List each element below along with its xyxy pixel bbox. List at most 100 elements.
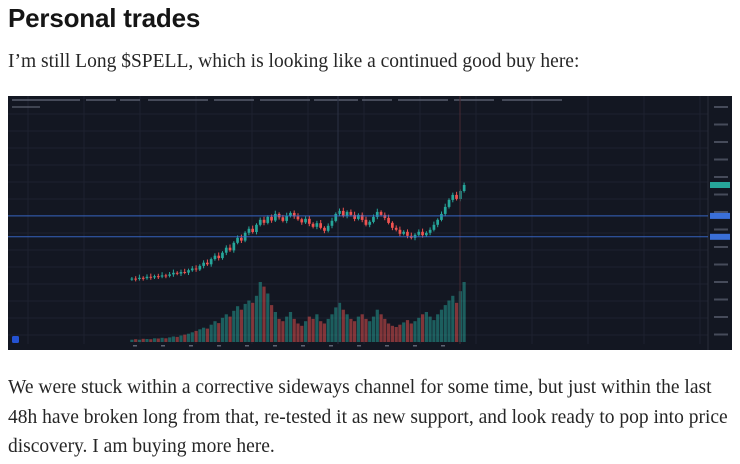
- candle-body: [387, 217, 390, 223]
- candle-body: [326, 225, 330, 231]
- candle-body: [130, 278, 134, 280]
- candle-body: [190, 268, 194, 271]
- candle-body: [300, 219, 304, 223]
- candle-body: [175, 272, 179, 274]
- volume-bar: [156, 338, 160, 342]
- volume-bar: [160, 337, 164, 342]
- volume-bar: [421, 314, 425, 342]
- volume-bar: [402, 322, 406, 342]
- time-axis-tick: [357, 345, 361, 347]
- volume-bar: [239, 309, 243, 342]
- time-axis-tick: [161, 345, 165, 347]
- candle-body: [281, 217, 285, 221]
- candle-body: [164, 275, 168, 277]
- chart-header-mark: [214, 99, 254, 101]
- volume-bar: [247, 300, 251, 342]
- volume-bar: [183, 334, 187, 342]
- volume-bar: [341, 309, 345, 342]
- candle-body: [240, 237, 243, 241]
- candle-body: [198, 265, 202, 270]
- volume-bar: [368, 321, 372, 342]
- time-axis-tick: [245, 345, 249, 347]
- volume-bar: [186, 333, 191, 342]
- candle-body: [330, 220, 334, 226]
- volume-bar: [258, 282, 262, 342]
- chart-logo-icon: [12, 336, 19, 343]
- volume-bar: [137, 339, 142, 342]
- axis-tick-label: [714, 141, 728, 143]
- volume-bar: [364, 318, 368, 342]
- volume-bar: [266, 293, 270, 342]
- candle-body: [251, 228, 254, 232]
- candle-body: [228, 247, 232, 251]
- volume-bar: [168, 337, 172, 342]
- volume-bar: [134, 339, 138, 342]
- volume-bar: [436, 314, 440, 342]
- candle-body: [323, 227, 326, 231]
- time-axis-tick: [385, 345, 389, 347]
- analysis-paragraph: We were stuck within a corrective sidewa…: [8, 377, 728, 457]
- candle-body: [187, 270, 190, 273]
- candle-body: [308, 218, 311, 224]
- candle-body: [258, 219, 262, 225]
- axis-tick-label: [714, 211, 728, 213]
- volume-bar: [254, 295, 259, 342]
- candle-body: [224, 247, 228, 253]
- candle-body: [285, 215, 288, 221]
- volume-bar: [130, 339, 134, 342]
- candle-body: [360, 214, 364, 220]
- candle-body: [417, 231, 421, 235]
- volume-bar: [447, 300, 451, 342]
- volume-bar: [334, 307, 338, 342]
- candle-body: [315, 223, 319, 227]
- axis-tick-label: [714, 228, 728, 231]
- candle-body: [402, 231, 405, 234]
- level-price-tag: [710, 233, 730, 240]
- candle-body: [364, 219, 368, 225]
- candle-body: [421, 231, 424, 236]
- volume-bar: [270, 305, 274, 342]
- volume-bar: [296, 323, 300, 342]
- price-chart-svg: [8, 96, 732, 350]
- volume-bar: [273, 312, 277, 342]
- axis-tick-label: [714, 158, 728, 161]
- volume-bar: [153, 338, 157, 342]
- candle-body: [183, 272, 187, 273]
- time-axis-tick: [413, 345, 417, 347]
- volume-bar: [326, 318, 330, 342]
- volume-bar: [288, 312, 293, 342]
- candle-body: [391, 222, 394, 228]
- candle-body: [428, 229, 432, 233]
- chart-header-mark: [86, 99, 116, 101]
- chart-header-mark: [12, 99, 56, 101]
- candle-body: [447, 199, 451, 207]
- candle-body: [149, 276, 153, 278]
- volume-bar: [171, 336, 175, 342]
- candle-body: [236, 237, 239, 243]
- candle-body: [425, 232, 428, 236]
- candle-body: [194, 268, 198, 270]
- time-axis-tick: [217, 345, 221, 347]
- volume-bar: [417, 317, 421, 342]
- volume-bar: [198, 329, 202, 342]
- volume-bar: [311, 318, 315, 342]
- candle-body: [221, 252, 224, 259]
- level-price-tag: [710, 212, 730, 219]
- volume-bar: [164, 338, 168, 342]
- volume-bar: [409, 323, 413, 342]
- axis-tick-label: [714, 316, 728, 318]
- price-chart: [8, 96, 732, 350]
- candle-body: [138, 277, 141, 279]
- volume-bar: [390, 325, 394, 342]
- volume-bar: [428, 316, 432, 342]
- volume-bar: [353, 321, 357, 342]
- candle-body: [304, 218, 307, 223]
- volume-bar: [300, 325, 304, 342]
- volume-bar: [375, 309, 379, 342]
- chart-overlays: [8, 96, 708, 344]
- axis-tick-label: [714, 333, 728, 336]
- volume-bar: [262, 286, 266, 342]
- chart-header-mark: [260, 99, 310, 101]
- volume-bar: [462, 282, 466, 342]
- volume-bar: [141, 338, 145, 342]
